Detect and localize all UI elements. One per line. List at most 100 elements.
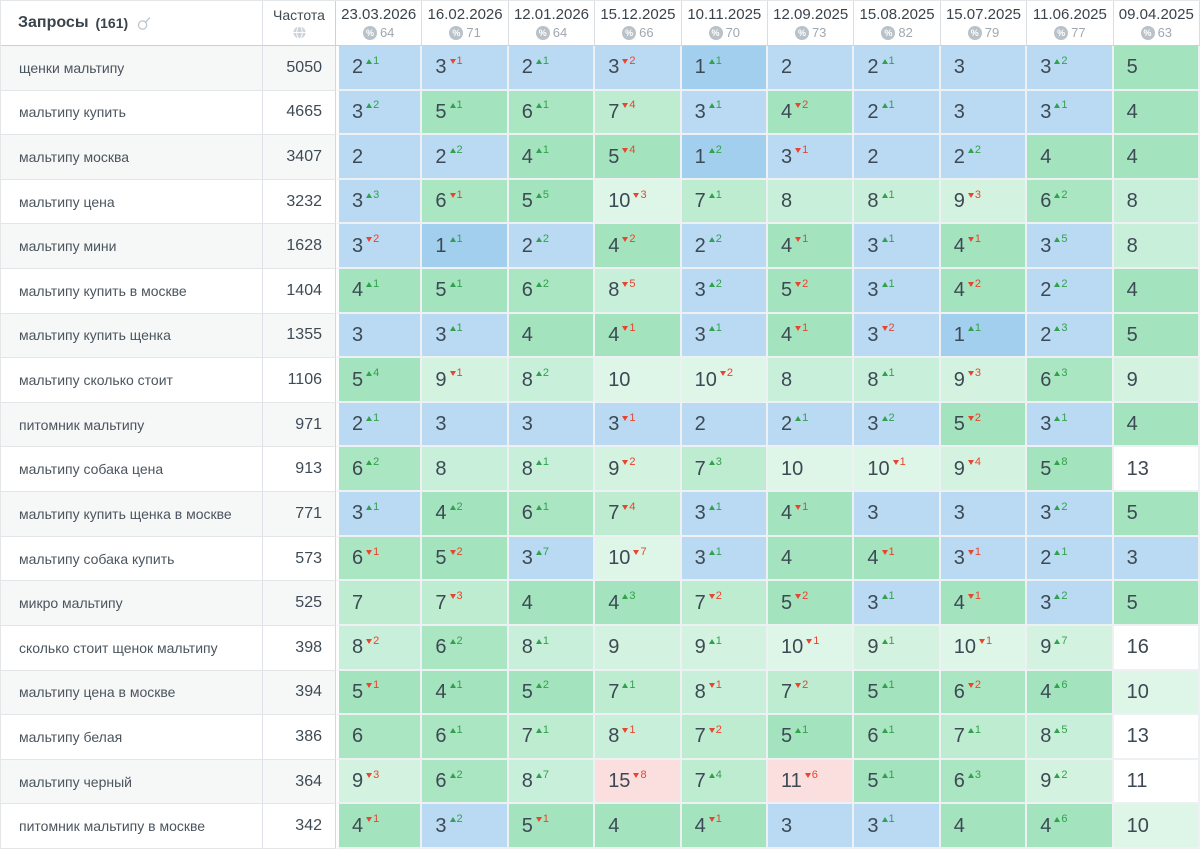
position-cell[interactable]: 5 8 xyxy=(1027,447,1114,493)
position-cell[interactable]: 9 4 xyxy=(940,447,1028,493)
position-cell[interactable]: 3 1 xyxy=(336,492,423,537)
position-cell[interactable]: 3 2 xyxy=(854,402,941,448)
position-cell[interactable]: 3 xyxy=(940,90,1028,136)
position-cell[interactable]: 4 2 xyxy=(768,90,855,136)
position-cell[interactable]: 4 1 xyxy=(768,492,855,537)
position-cell[interactable]: 7 1 xyxy=(595,670,682,716)
position-cell[interactable]: 9 xyxy=(595,625,682,671)
position-cell[interactable]: 2 2 xyxy=(1027,269,1114,314)
position-cell[interactable]: 5 1 xyxy=(336,670,423,716)
position-cell[interactable]: 8 xyxy=(1113,179,1200,225)
position-cell[interactable]: 3 1 xyxy=(1027,90,1114,136)
position-cell[interactable]: 6 2 xyxy=(422,759,509,805)
position-cell[interactable]: 6 1 xyxy=(422,179,509,225)
position-cell[interactable]: 11 xyxy=(1113,759,1200,805)
position-cell[interactable]: 10 xyxy=(768,447,855,493)
position-cell[interactable]: 15 8 xyxy=(595,759,682,805)
position-cell[interactable]: 8 xyxy=(768,179,855,225)
position-cell[interactable]: 3 2 xyxy=(1027,46,1114,91)
position-cell[interactable]: 7 4 xyxy=(595,492,682,537)
position-cell[interactable]: 3 1 xyxy=(854,804,941,849)
position-cell[interactable]: 3 2 xyxy=(595,46,682,91)
position-cell[interactable]: 7 1 xyxy=(940,715,1028,760)
position-cell[interactable]: 5 2 xyxy=(940,402,1028,448)
keyword-cell[interactable]: мальтипу мини xyxy=(1,224,263,270)
position-cell[interactable]: 3 1 xyxy=(854,224,941,270)
position-cell[interactable]: 7 2 xyxy=(681,715,768,760)
position-cell[interactable]: 1 1 xyxy=(422,224,509,270)
position-cell[interactable]: 4 1 xyxy=(681,804,768,849)
position-cell[interactable]: 5 1 xyxy=(854,759,941,805)
position-cell[interactable]: 4 xyxy=(1113,135,1200,180)
position-cell[interactable]: 3 xyxy=(508,402,596,448)
position-cell[interactable]: 9 3 xyxy=(940,358,1028,403)
position-cell[interactable]: 6 1 xyxy=(854,715,941,760)
keyword-cell[interactable]: мальтипу белая xyxy=(1,715,263,760)
position-cell[interactable]: 4 2 xyxy=(422,492,509,537)
position-cell[interactable]: 3 3 xyxy=(336,179,423,225)
keyword-cell[interactable]: мальтипу собака цена xyxy=(1,447,263,493)
position-cell[interactable]: 9 2 xyxy=(595,447,682,493)
position-cell[interactable]: 5 1 xyxy=(508,804,596,849)
position-cell[interactable]: 10 7 xyxy=(595,536,682,582)
position-cell[interactable]: 3 1 xyxy=(768,135,855,180)
date-column-header[interactable]: 10.11.2025 % 70 xyxy=(681,1,768,46)
position-cell[interactable]: 4 1 xyxy=(595,313,682,359)
position-cell[interactable]: 5 1 xyxy=(422,269,509,314)
position-cell[interactable]: 5 2 xyxy=(422,536,509,582)
position-cell[interactable]: 8 5 xyxy=(1027,715,1114,760)
position-cell[interactable]: 7 1 xyxy=(508,715,596,760)
position-cell[interactable]: 4 1 xyxy=(940,224,1028,270)
keyword-cell[interactable]: питомник мальтипу в москве xyxy=(1,804,263,849)
position-cell[interactable]: 8 1 xyxy=(681,670,768,716)
position-cell[interactable]: 4 1 xyxy=(854,536,941,582)
position-cell[interactable]: 2 1 xyxy=(768,402,855,448)
position-cell[interactable]: 5 xyxy=(1113,581,1200,626)
keyword-cell[interactable]: мальтипу черный xyxy=(1,759,263,805)
position-cell[interactable]: 5 xyxy=(1113,492,1200,537)
keyword-cell[interactable]: микро мальтипу xyxy=(1,581,263,626)
position-cell[interactable]: 3 1 xyxy=(681,313,768,359)
position-cell[interactable]: 5 4 xyxy=(336,358,423,403)
position-cell[interactable]: 8 1 xyxy=(854,179,941,225)
keyword-cell[interactable]: мальтипу купить xyxy=(1,90,263,136)
position-cell[interactable]: 6 xyxy=(336,715,423,760)
search-icon[interactable] xyxy=(137,16,152,31)
position-cell[interactable]: 7 xyxy=(336,581,423,626)
position-cell[interactable]: 3 2 xyxy=(1027,581,1114,626)
date-column-header[interactable]: 16.02.2026 % 71 xyxy=(422,1,509,46)
position-cell[interactable]: 3 1 xyxy=(1027,402,1114,448)
position-cell[interactable]: 2 1 xyxy=(854,90,941,136)
position-cell[interactable]: 9 1 xyxy=(422,358,509,403)
position-cell[interactable]: 4 1 xyxy=(422,670,509,716)
position-cell[interactable]: 5 2 xyxy=(508,670,596,716)
position-cell[interactable]: 3 xyxy=(940,46,1028,91)
position-cell[interactable]: 9 7 xyxy=(1027,625,1114,671)
position-cell[interactable]: 3 2 xyxy=(1027,492,1114,537)
position-cell[interactable]: 2 xyxy=(336,135,423,180)
position-cell[interactable]: 8 xyxy=(1113,224,1200,270)
position-cell[interactable]: 8 1 xyxy=(595,715,682,760)
position-cell[interactable]: 3 xyxy=(1113,536,1200,582)
date-column-header[interactable]: 09.04.2025 % 63 xyxy=(1113,1,1200,46)
position-cell[interactable]: 5 xyxy=(1113,46,1200,91)
position-cell[interactable]: 3 1 xyxy=(940,536,1028,582)
position-cell[interactable]: 4 xyxy=(768,536,855,582)
position-cell[interactable]: 3 2 xyxy=(854,313,941,359)
position-cell[interactable]: 5 1 xyxy=(854,670,941,716)
keyword-cell[interactable]: мальтипу собака купить xyxy=(1,536,263,582)
position-cell[interactable]: 6 3 xyxy=(1027,358,1114,403)
position-cell[interactable]: 10 1 xyxy=(768,625,855,671)
position-cell[interactable]: 13 xyxy=(1113,715,1200,760)
keyword-cell[interactable]: мальтипу купить щенка в москве xyxy=(1,492,263,537)
position-cell[interactable]: 8 5 xyxy=(595,269,682,314)
position-cell[interactable]: 6 1 xyxy=(508,492,596,537)
position-cell[interactable]: 6 2 xyxy=(336,447,423,493)
position-cell[interactable]: 8 2 xyxy=(508,358,596,403)
date-column-header[interactable]: 15.08.2025 % 82 xyxy=(854,1,941,46)
position-cell[interactable]: 2 1 xyxy=(1027,536,1114,582)
position-cell[interactable]: 4 xyxy=(1113,90,1200,136)
date-column-header[interactable]: 12.09.2025 % 73 xyxy=(768,1,855,46)
position-cell[interactable]: 9 2 xyxy=(1027,759,1114,805)
keyword-cell[interactable]: мальтипу москва xyxy=(1,135,263,180)
